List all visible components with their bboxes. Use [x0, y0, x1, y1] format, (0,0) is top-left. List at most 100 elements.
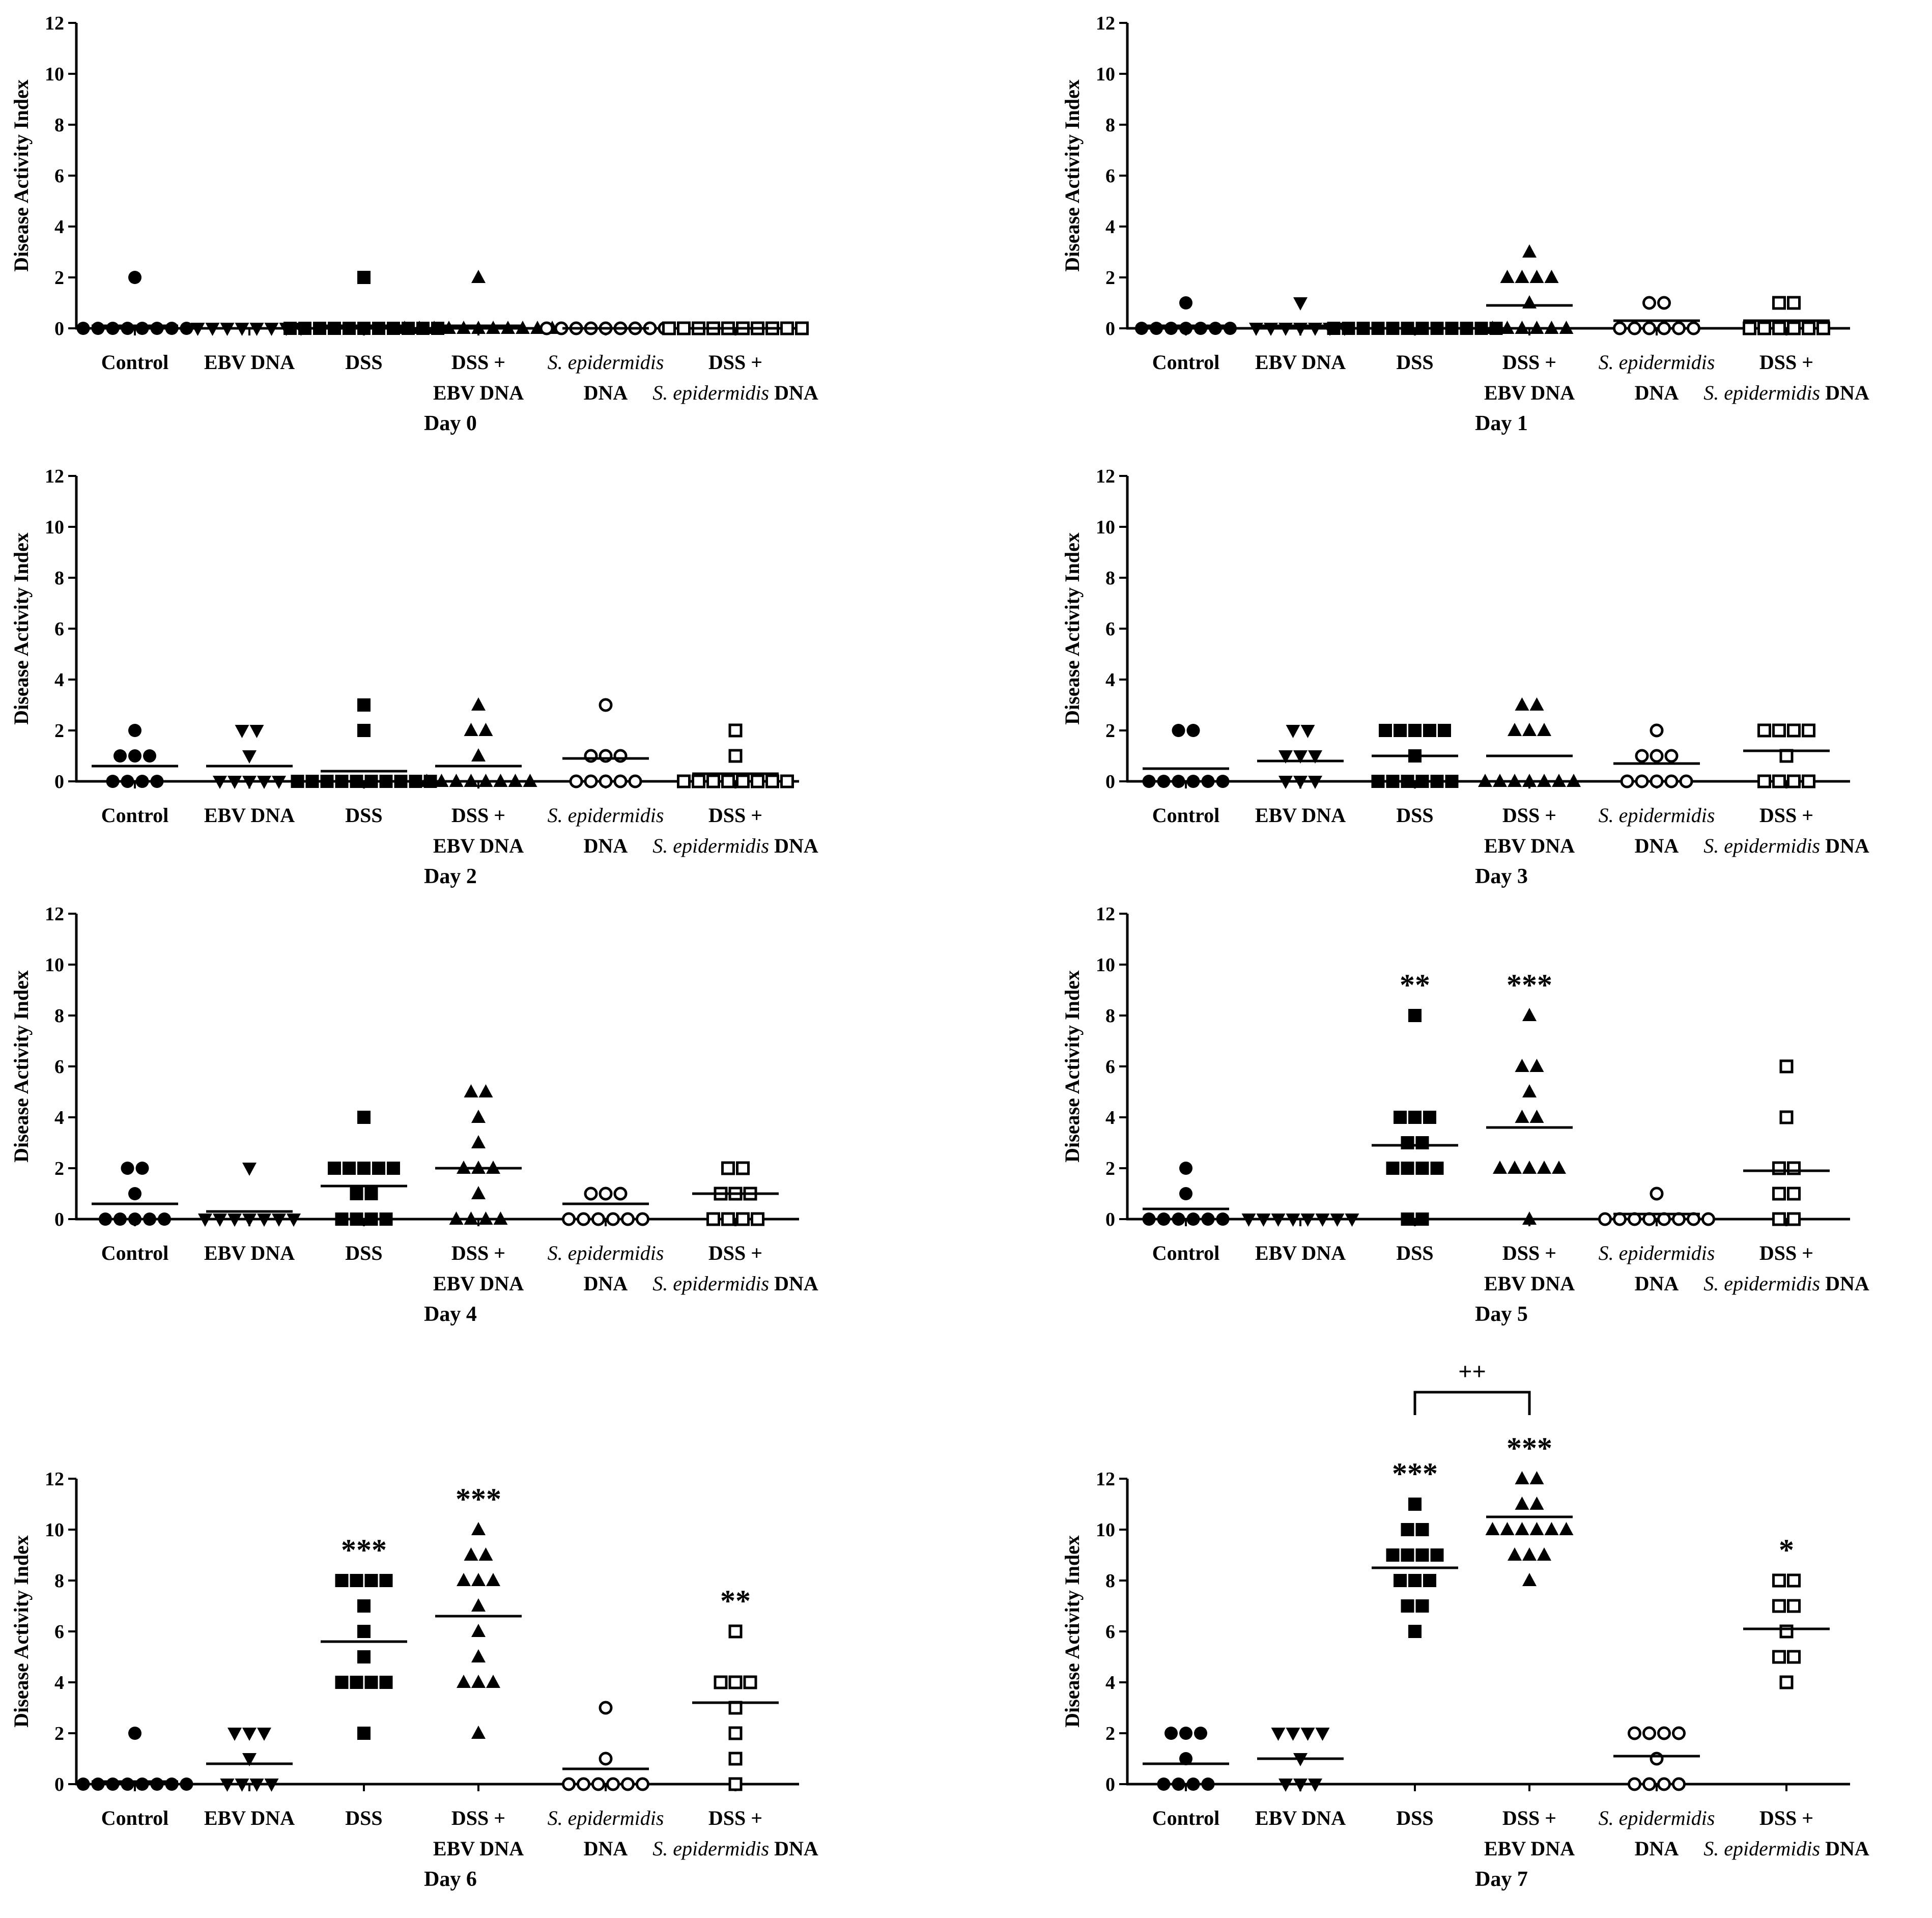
- data-point: [357, 322, 371, 335]
- data-point: [636, 1777, 649, 1791]
- data-point: [562, 1212, 576, 1226]
- data-point: [1179, 296, 1192, 309]
- data-point: [1772, 1212, 1786, 1226]
- panel-title: Day 7: [1475, 1868, 1528, 1891]
- data-point: [1552, 1161, 1566, 1174]
- data-point: [1186, 724, 1200, 737]
- data-point: [1664, 774, 1679, 788]
- data-point: [1415, 775, 1429, 788]
- data-point: [728, 1752, 743, 1766]
- data-point: [357, 271, 371, 284]
- data-point: [1186, 1778, 1200, 1791]
- data-point: [1650, 1752, 1664, 1766]
- significance-stars: ***: [1507, 968, 1552, 1002]
- data-point: [1672, 1777, 1686, 1791]
- data-point: [1445, 775, 1459, 788]
- data-point: [1415, 1136, 1429, 1149]
- data-point: [765, 774, 779, 788]
- data-point: [736, 774, 750, 788]
- data-point: [1179, 1727, 1192, 1740]
- data-point: [606, 1212, 620, 1226]
- data-point: [1529, 1110, 1544, 1123]
- x-category-label: S. epidermidis: [1599, 1242, 1715, 1264]
- data-point: [1779, 1675, 1794, 1689]
- data-point: [1772, 1161, 1786, 1175]
- y-tick-label: 12: [1096, 466, 1115, 487]
- data-point: [1552, 774, 1566, 787]
- data-point: [350, 1212, 363, 1226]
- data-point: [1628, 1777, 1641, 1791]
- data-point: [728, 749, 743, 763]
- data-point: [1179, 1187, 1192, 1200]
- panel-title: Day 5: [1475, 1303, 1528, 1326]
- data-point: [1194, 1727, 1207, 1740]
- data-point: [180, 322, 193, 335]
- x-category-label-line2: S. epidermidis DNA: [652, 381, 818, 404]
- y-axis-title: Disease Activity Index: [1061, 532, 1084, 725]
- data-point: [328, 1162, 341, 1175]
- data-point: [1408, 1625, 1422, 1638]
- data-point: [1401, 1599, 1414, 1613]
- data-point: [736, 1161, 750, 1175]
- data-point: [706, 1212, 720, 1226]
- y-tick-label: 2: [54, 267, 64, 289]
- data-point: [1315, 1728, 1330, 1741]
- data-point: [1515, 697, 1529, 711]
- data-point: [242, 1728, 257, 1741]
- data-point: [1438, 724, 1451, 737]
- x-category-label: Control: [1152, 1807, 1220, 1829]
- data-point: [721, 1212, 735, 1226]
- x-category-label: EBV DNA: [1255, 1242, 1346, 1264]
- data-point: [457, 1573, 471, 1586]
- data-point: [508, 774, 523, 787]
- y-tick-label: 4: [54, 1672, 64, 1694]
- data-point: [1209, 322, 1222, 335]
- data-point: [621, 1212, 635, 1226]
- y-tick-label: 10: [45, 954, 64, 976]
- data-point: [471, 697, 486, 711]
- data-point: [613, 1187, 628, 1201]
- y-tick-label: 12: [45, 13, 64, 34]
- x-category-label: DSS +: [708, 1807, 762, 1829]
- data-point: [1415, 1548, 1429, 1562]
- data-point: [158, 1212, 171, 1226]
- data-point: [220, 1779, 235, 1792]
- data-point: [1194, 322, 1207, 335]
- data-point: [613, 749, 628, 763]
- data-point: [1408, 1574, 1422, 1587]
- x-category-label: DSS: [1396, 1242, 1433, 1264]
- data-point: [1529, 1059, 1544, 1072]
- y-tick-label: 12: [45, 904, 64, 925]
- data-point: [1522, 244, 1537, 258]
- data-point: [379, 1676, 393, 1689]
- data-point: [1515, 1059, 1529, 1072]
- data-point: [1529, 1497, 1544, 1510]
- data-point: [1201, 775, 1215, 788]
- data-point: [350, 1574, 363, 1587]
- data-point: [1515, 1522, 1529, 1535]
- y-axis-title: Disease Activity Index: [1061, 970, 1084, 1163]
- data-point: [471, 270, 486, 283]
- data-point: [228, 1728, 242, 1741]
- bracket-label: ++: [1458, 1358, 1486, 1385]
- data-point: [357, 698, 371, 712]
- data-point: [1408, 724, 1422, 737]
- data-point: [1423, 724, 1436, 737]
- y-tick-label: 0: [1105, 1774, 1115, 1795]
- data-point: [1386, 775, 1400, 788]
- x-category-label: Control: [101, 351, 169, 374]
- data-point: [728, 723, 743, 738]
- data-point: [1772, 1187, 1786, 1201]
- data-point: [1529, 270, 1544, 283]
- data-point: [486, 1573, 500, 1586]
- x-category-label: EBV DNA: [204, 351, 295, 374]
- data-point: [1628, 321, 1641, 335]
- data-point: [1650, 749, 1664, 763]
- data-point: [606, 1777, 620, 1791]
- data-point: [1529, 697, 1544, 711]
- x-category-label: DSS: [345, 1807, 382, 1829]
- data-point: [1394, 724, 1407, 737]
- y-tick-label: 0: [1105, 771, 1115, 793]
- data-point: [328, 322, 341, 335]
- data-point: [1186, 1212, 1200, 1226]
